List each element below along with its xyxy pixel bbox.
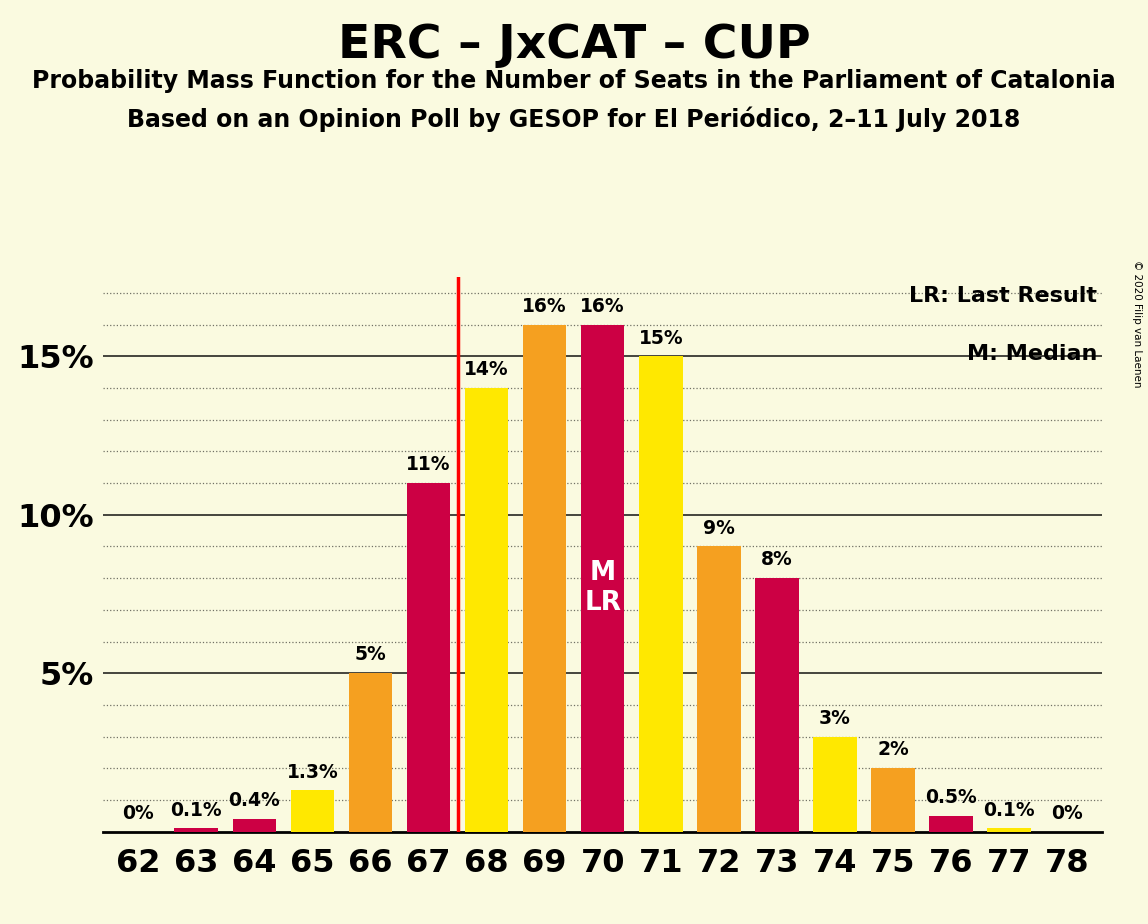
Bar	[639, 357, 683, 832]
Bar	[233, 819, 276, 832]
Bar	[987, 829, 1031, 832]
Bar	[174, 829, 218, 832]
Text: M: Median: M: Median	[967, 344, 1097, 364]
Bar	[406, 483, 450, 832]
Bar	[755, 578, 799, 832]
Text: 0.4%: 0.4%	[228, 791, 280, 810]
Text: 0%: 0%	[1052, 804, 1083, 822]
Bar	[465, 388, 509, 832]
Text: 9%: 9%	[703, 518, 735, 538]
Text: 0%: 0%	[123, 804, 154, 822]
Text: 3%: 3%	[819, 709, 851, 728]
Bar	[349, 674, 393, 832]
Text: Based on an Opinion Poll by GESOP for El Periódico, 2–11 July 2018: Based on an Opinion Poll by GESOP for El…	[127, 106, 1021, 132]
Text: © 2020 Filip van Laenen: © 2020 Filip van Laenen	[1132, 260, 1142, 387]
Text: 14%: 14%	[464, 360, 509, 379]
Bar	[581, 324, 625, 832]
Text: 0.1%: 0.1%	[984, 800, 1035, 820]
Text: 2%: 2%	[877, 740, 909, 760]
Text: 0.1%: 0.1%	[170, 800, 222, 820]
Bar	[290, 790, 334, 832]
Text: 8%: 8%	[761, 551, 793, 569]
Bar	[871, 768, 915, 832]
Text: 1.3%: 1.3%	[287, 762, 339, 782]
Bar	[930, 816, 972, 832]
Text: 0.5%: 0.5%	[925, 788, 977, 807]
Text: 15%: 15%	[638, 329, 683, 347]
Text: ERC – JxCAT – CUP: ERC – JxCAT – CUP	[338, 23, 810, 68]
Text: 11%: 11%	[406, 456, 451, 474]
Text: LR: Last Result: LR: Last Result	[909, 286, 1097, 306]
Text: 16%: 16%	[581, 297, 625, 316]
Text: Probability Mass Function for the Number of Seats in the Parliament of Catalonia: Probability Mass Function for the Number…	[32, 69, 1116, 93]
Bar	[813, 736, 856, 832]
Bar	[697, 546, 740, 832]
Text: M
LR: M LR	[584, 560, 621, 616]
Bar	[522, 324, 566, 832]
Text: 16%: 16%	[522, 297, 567, 316]
Text: 5%: 5%	[355, 645, 387, 664]
